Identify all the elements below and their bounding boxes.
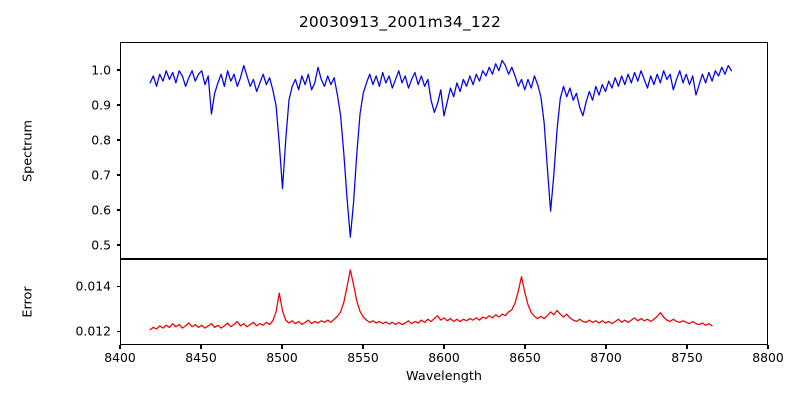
x-tick-label: 8600 xyxy=(428,350,460,365)
x-tick-label: 8500 xyxy=(266,350,298,365)
spectrum-data-line xyxy=(150,60,731,237)
x-tick-label: 8700 xyxy=(590,350,622,365)
x-tick-mark xyxy=(119,345,121,349)
y-tick-label: 0.9 xyxy=(91,97,111,113)
x-tick-mark xyxy=(281,345,283,349)
y-tick-label: 1.0 xyxy=(91,62,111,78)
x-tick-mark xyxy=(686,345,688,349)
x-tick-mark xyxy=(605,345,607,349)
x-tick-mark xyxy=(767,345,769,349)
x-tick-mark xyxy=(362,345,364,349)
x-tick-label: 8550 xyxy=(347,350,379,365)
x-tick-mark xyxy=(200,345,202,349)
y-tick-label: 0.012 xyxy=(75,323,111,339)
y-tick-label: 0.8 xyxy=(91,132,111,148)
spectrum-axes xyxy=(120,42,768,259)
x-tick-label: 8750 xyxy=(671,350,703,365)
figure-title: 20030913_2001m34_122 xyxy=(298,13,502,31)
y-tick-mark xyxy=(116,330,120,332)
x-tick-label: 8650 xyxy=(509,350,541,365)
y-tick-mark xyxy=(116,244,120,246)
x-tick-label: 8400 xyxy=(104,350,136,365)
error-plot-area xyxy=(121,260,767,344)
y-tick-mark xyxy=(116,69,120,71)
y-tick-mark xyxy=(116,285,120,287)
x-axis-label: Wavelength xyxy=(406,369,482,384)
y-tick-label: 0.5 xyxy=(91,237,111,253)
y-tick-mark xyxy=(116,139,120,141)
y-tick-mark xyxy=(116,174,120,176)
y-tick-label: 0.014 xyxy=(75,278,111,294)
y-tick-label: 0.6 xyxy=(91,202,111,218)
spectrum-y-axis-label: Spectrum xyxy=(20,119,36,182)
x-tick-label: 8450 xyxy=(185,350,217,365)
x-tick-mark xyxy=(524,345,526,349)
y-tick-mark xyxy=(116,209,120,211)
x-tick-label: 8800 xyxy=(752,350,784,365)
error-y-axis-label: Error xyxy=(20,286,36,318)
x-tick-mark xyxy=(443,345,445,349)
y-tick-label: 0.7 xyxy=(91,167,111,183)
spectrum-plot-area xyxy=(121,43,767,258)
error-data-line xyxy=(150,270,712,330)
y-tick-mark xyxy=(116,104,120,106)
error-axes xyxy=(120,259,768,345)
